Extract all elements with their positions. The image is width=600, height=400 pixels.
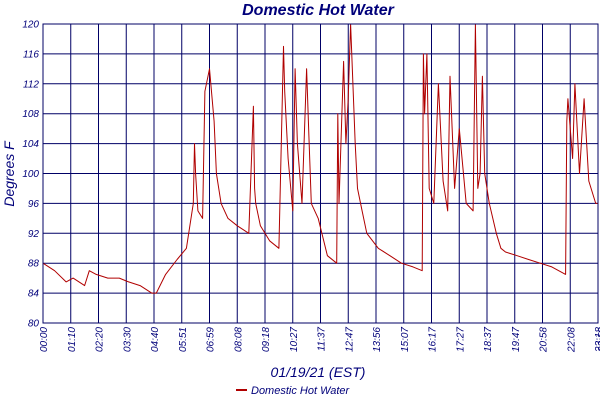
x-tick-label: 23:18 bbox=[594, 327, 600, 353]
legend-label: Domestic Hot Water bbox=[251, 385, 351, 397]
x-tick-label: 13:56 bbox=[372, 327, 383, 352]
y-tick-label: 104 bbox=[22, 139, 39, 150]
x-tick-label: 09:18 bbox=[261, 327, 272, 352]
plot-frame bbox=[42, 23, 599, 324]
y-tick-label: 80 bbox=[28, 319, 40, 330]
y-axis-label: Degrees F bbox=[1, 140, 17, 207]
x-tick-label: 15:07 bbox=[400, 327, 411, 352]
x-tick-label: 17:27 bbox=[455, 327, 466, 352]
legend: Domestic Hot Water bbox=[236, 385, 351, 397]
y-tick-label: 112 bbox=[23, 79, 39, 90]
x-tick-label: 10:27 bbox=[289, 327, 300, 352]
grid bbox=[43, 23, 598, 324]
x-tick-label: 02:20 bbox=[95, 327, 106, 352]
x-tick-label: 11:37 bbox=[317, 327, 328, 352]
series-line bbox=[42, 23, 598, 294]
series-group bbox=[42, 23, 598, 294]
x-tick-labels: 00:00 01:10 02:20 03:30 04:40 05:51 06:59 08:08… bbox=[39, 327, 600, 353]
x-tick-label: 18:37 bbox=[483, 327, 494, 352]
y-tick-label: 120 bbox=[22, 20, 39, 31]
x-tick-label: 04:40 bbox=[150, 327, 161, 352]
x-tick-label: 12:47 bbox=[344, 327, 355, 352]
y-tick-label: 100 bbox=[22, 169, 39, 180]
x-tick-label: 23:59 bbox=[597, 327, 600, 353]
x-tick-label: 20:58 bbox=[539, 327, 550, 353]
y-tick-label: 96 bbox=[28, 199, 40, 210]
x-tick-label: 00:00 bbox=[39, 327, 50, 352]
x-tick-label: 19:47 bbox=[511, 327, 522, 352]
x-tick-label: 01:10 bbox=[67, 327, 78, 352]
y-tick-label: 108 bbox=[22, 109, 39, 120]
x-tick-label: 16:17 bbox=[428, 327, 439, 352]
x-tick-label: 03:30 bbox=[122, 327, 133, 352]
x-tick-label: 05:51 bbox=[178, 327, 189, 352]
y-tick-labels: 80 84 88 92 96 100 104 108 112 116 120 bbox=[22, 20, 39, 330]
y-tick-label: 92 bbox=[28, 229, 40, 240]
y-tick-label: 84 bbox=[28, 289, 40, 300]
y-tick-label: 116 bbox=[23, 49, 39, 60]
x-axis-label: 01/19/21 (EST) bbox=[271, 364, 366, 380]
x-tick-label: 22:08 bbox=[566, 327, 577, 353]
y-tick-label: 88 bbox=[28, 259, 40, 270]
chart-title: Domestic Hot Water bbox=[242, 2, 395, 19]
x-tick-label: 08:08 bbox=[233, 327, 244, 352]
x-tick-label: 06:59 bbox=[206, 327, 217, 352]
